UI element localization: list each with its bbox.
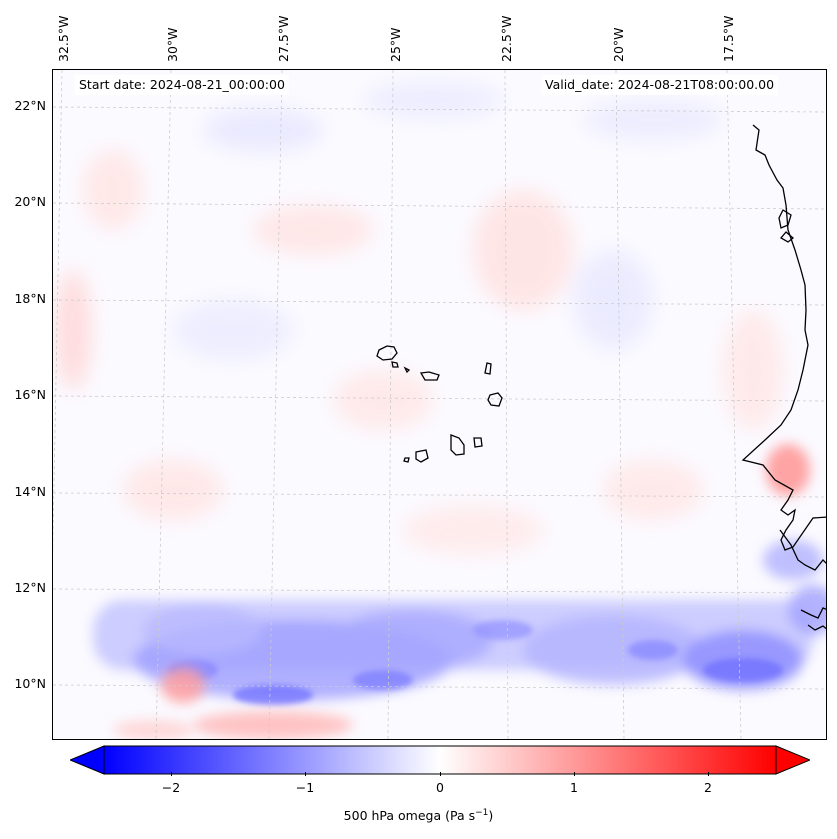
cb-tick: [574, 772, 575, 776]
cb-tick-label: 0: [436, 780, 444, 795]
lon-label-32-5w: 32.5°W: [56, 15, 71, 62]
lon-label-30w: 30°W: [165, 27, 180, 62]
gridlines: [53, 70, 826, 739]
coastline: [741, 124, 826, 631]
cb-tick: [305, 772, 306, 776]
lon-label-27-5w: 27.5°W: [276, 15, 291, 62]
lat-label-14n: 14°N: [14, 484, 46, 499]
lat-label-18n: 18°N: [14, 291, 46, 306]
lon-label-22-5w: 22.5°W: [499, 15, 514, 62]
subsidence-zones: [113, 444, 810, 739]
lon-label-20w: 20°W: [611, 27, 626, 62]
colorbar-units-exponent: −1: [475, 808, 489, 818]
cb-tick: [171, 772, 172, 776]
omega-field-background: [55, 82, 783, 555]
lat-label-12n: 12°N: [14, 580, 46, 595]
lat-label-20n: 20°N: [14, 194, 46, 209]
cape-verde-islands: [376, 345, 503, 463]
map-panel[interactable]: [52, 69, 827, 740]
cb-tick-label: −2: [161, 780, 181, 795]
colorbar-min-extend: [70, 745, 105, 775]
cb-tick-label: 1: [570, 780, 578, 795]
lat-label-10n: 10°N: [14, 676, 46, 691]
lon-label-17-5w: 17.5°W: [721, 15, 736, 62]
cb-tick: [440, 772, 441, 776]
start-date-label: Start date: 2024-08-21_00:00:00: [75, 75, 289, 95]
cb-tick-label: −1: [295, 780, 315, 795]
cb-tick-label: 2: [704, 780, 712, 795]
cb-tick: [708, 772, 709, 776]
colorbar: [70, 745, 810, 775]
colorbar-gradient: [103, 745, 777, 775]
lon-label-25w: 25°W: [388, 27, 403, 62]
colorbar-max-extend: [775, 745, 810, 775]
lat-label-16n: 16°N: [14, 387, 46, 402]
valid-date-label: Valid_date: 2024-08-21T08:00:00.00: [541, 75, 779, 95]
lat-label-22n: 22°N: [14, 98, 46, 113]
colorbar-label: 500 hPa omega (Pa s−1): [343, 808, 494, 824]
colorbar-units: Pa s: [450, 808, 476, 824]
omega-field-map: [53, 70, 826, 739]
colorbar-variable: 500 hPa omega: [343, 808, 442, 824]
